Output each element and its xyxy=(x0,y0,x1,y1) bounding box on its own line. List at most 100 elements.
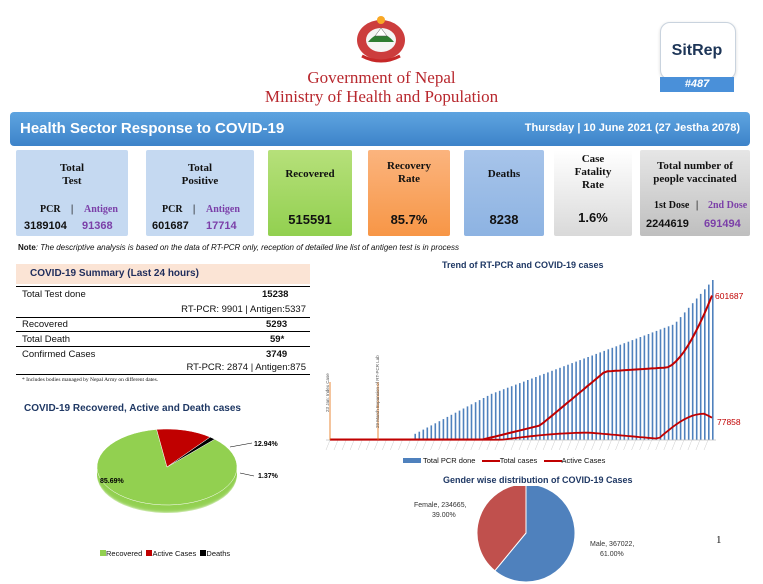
x-tick xyxy=(333,439,339,451)
female-label: Female, 234665, xyxy=(414,502,467,509)
x-tick xyxy=(615,439,620,451)
first-dose-value: 2244619 xyxy=(646,218,689,230)
x-tick xyxy=(599,439,604,451)
pcr-bar xyxy=(535,377,537,440)
x-tick xyxy=(671,439,676,451)
pcr-bar xyxy=(712,280,714,440)
slice-label-deaths: 1.37% xyxy=(258,473,279,480)
x-tick xyxy=(414,439,419,451)
pcr-bar xyxy=(539,375,541,440)
pcr-bar xyxy=(462,408,465,440)
pcr-bar xyxy=(519,383,521,440)
pcr-bar xyxy=(547,372,549,440)
pcr-bar xyxy=(490,393,493,440)
pcr-bar xyxy=(611,347,614,440)
summary-test-split: RT-PCR: 9901 | Antigen:5337 xyxy=(181,304,306,315)
x-tick xyxy=(542,439,548,451)
pcr-bar xyxy=(506,387,509,440)
summary-title: COVID-19 Summary (Last 24 hours) xyxy=(30,268,199,279)
government-title: Government of Nepal Ministry of Health a… xyxy=(0,68,763,106)
x-tick xyxy=(551,439,556,451)
pcr-bar xyxy=(708,284,710,440)
active-cases-end-label: 77858 xyxy=(717,417,741,427)
pcr-bar xyxy=(603,350,605,440)
card-value: 8238 xyxy=(489,212,519,227)
pcr-bar xyxy=(587,357,589,440)
legend-swatch-active xyxy=(543,460,562,463)
x-tick xyxy=(607,439,612,451)
pcr-bar xyxy=(639,337,642,440)
pcr-bar xyxy=(482,398,485,440)
x-tick xyxy=(502,439,508,451)
pcr-bar xyxy=(454,412,457,440)
row-label: Total Death xyxy=(22,334,71,345)
x-tick xyxy=(695,439,701,451)
x-tick xyxy=(510,439,516,451)
pcr-bar xyxy=(555,369,557,440)
pcr-bar xyxy=(591,355,593,440)
x-tick xyxy=(454,439,459,451)
card-label: Total Test xyxy=(59,162,85,187)
pcr-bar xyxy=(623,343,626,440)
card-value: 85.7% xyxy=(390,212,428,227)
gender-pie-title: Gender wise distribution of COVID-19 Cas… xyxy=(443,475,633,485)
row-value: 3749 xyxy=(266,349,288,360)
x-tick xyxy=(567,439,572,451)
slice-label-active: 12.94% xyxy=(254,441,279,448)
gender-pie-chart: Female, 234665, 39.00% Male, 367022, 61.… xyxy=(414,486,634,583)
pcr-bar xyxy=(442,419,445,440)
pcr-bar xyxy=(579,360,581,440)
card-label: Deaths xyxy=(487,168,521,180)
card-total-positive: Total Positive PCR | Antigen 601687 17714 xyxy=(146,150,254,236)
x-tick xyxy=(398,439,403,451)
x-tick xyxy=(446,439,451,451)
pcr-bar xyxy=(422,429,425,440)
pcr-bar xyxy=(502,389,505,440)
analysis-note: Note: The descriptive analysis is based … xyxy=(18,243,459,252)
x-tick xyxy=(647,439,652,451)
x-tick xyxy=(325,439,331,451)
trend-chart-title: Trend of RT-PCR and COVID-19 cases xyxy=(442,260,604,270)
separator: | xyxy=(193,204,196,215)
divider xyxy=(16,374,310,375)
x-tick xyxy=(422,439,427,451)
total-cases-line xyxy=(330,295,713,441)
pcr-bar xyxy=(599,352,601,440)
pie-slice-active xyxy=(156,428,211,468)
summary-confirmed-split: RT-PCR: 2874 | Antigen:875 xyxy=(186,362,306,373)
total-cases-end-label: 601687 xyxy=(715,291,744,301)
ministry-name: Ministry of Health and Population xyxy=(264,87,499,106)
pcr-bar xyxy=(699,293,702,440)
card-label: Recovery Rate xyxy=(387,160,431,185)
pcr-bar xyxy=(627,341,630,440)
pcr-bar xyxy=(675,321,678,440)
x-tick xyxy=(679,439,685,451)
x-tick xyxy=(462,439,467,451)
legend-swatch-recovered xyxy=(100,550,106,556)
government-name: Government of Nepal xyxy=(307,68,456,87)
pcr-bar xyxy=(615,346,618,440)
legend-swatch-deaths xyxy=(200,550,207,556)
pcr-bar xyxy=(527,380,529,440)
pcr-bar xyxy=(466,406,469,440)
pcr-bar xyxy=(474,402,477,440)
pcr-bar xyxy=(704,289,706,440)
x-tick xyxy=(518,439,524,451)
row-label: Total Test done xyxy=(22,289,86,300)
antigen-label: Antigen xyxy=(84,204,118,215)
pcr-bar xyxy=(595,353,597,440)
pcr-bar xyxy=(619,344,622,440)
trend-chart: 23 Jan: Index Case 29 March Expansion of… xyxy=(325,280,744,451)
pcr-bar xyxy=(647,334,650,440)
male-label: Male, 367022, xyxy=(590,541,634,548)
x-tick xyxy=(591,439,596,451)
pcr-bar xyxy=(687,307,690,440)
separator: | xyxy=(71,204,74,215)
x-tick xyxy=(366,439,371,451)
pie-outcomes-legend: Recovered Active Cases Deaths xyxy=(100,549,230,558)
x-tick xyxy=(687,439,693,451)
index-case-annotation: 23 Jan: Index Case xyxy=(325,373,330,412)
pcr-bar xyxy=(438,421,441,440)
pcr-value: 3189104 xyxy=(24,220,67,232)
nepal-emblem-logo xyxy=(357,16,405,63)
